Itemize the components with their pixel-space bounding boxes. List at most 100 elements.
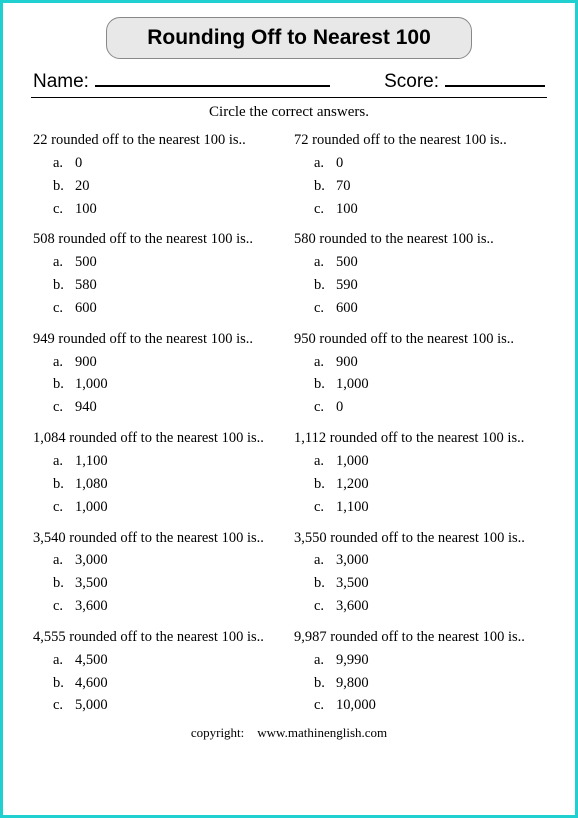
option-c[interactable]: c.940 (53, 398, 286, 417)
option-b[interactable]: b.9,800 (314, 674, 547, 693)
option-c[interactable]: c.3,600 (53, 597, 286, 616)
option-letter: c. (53, 597, 75, 616)
question-text: 22 rounded off to the nearest 100 is.. (31, 131, 286, 150)
option-letter: c. (314, 498, 336, 517)
option-value: 70 (336, 178, 351, 194)
option-a[interactable]: a.9,990 (314, 651, 547, 670)
option-value: 1,100 (336, 499, 369, 515)
option-letter: b. (314, 177, 336, 196)
copyright-label: copyright: (191, 725, 244, 740)
question-6: 950 rounded off to the nearest 100 is.. … (292, 330, 547, 421)
option-c[interactable]: c.3,600 (314, 597, 547, 616)
option-value: 1,000 (336, 376, 369, 392)
option-letter: c. (53, 200, 75, 219)
question-text: 580 rounded to the nearest 100 is.. (292, 230, 547, 249)
option-b[interactable]: b.580 (53, 276, 286, 295)
question-text: 1,084 rounded off to the nearest 100 is.… (31, 429, 286, 448)
option-b[interactable]: b.3,500 (314, 574, 547, 593)
option-letter: a. (53, 353, 75, 372)
question-options: a.0 b.20 c.100 (31, 154, 286, 219)
question-text: 72 rounded off to the nearest 100 is.. (292, 131, 547, 150)
option-a[interactable]: a.4,500 (53, 651, 286, 670)
option-letter: c. (314, 398, 336, 417)
option-letter: c. (314, 597, 336, 616)
worksheet-title: Rounding Off to Nearest 100 (147, 26, 431, 50)
question-8: 1,112 rounded off to the nearest 100 is.… (292, 429, 547, 520)
option-c[interactable]: c.600 (53, 299, 286, 318)
option-c[interactable]: c.100 (314, 200, 547, 219)
option-letter: b. (53, 177, 75, 196)
option-a[interactable]: a.3,000 (53, 551, 286, 570)
copyright-site: www.mathinenglish.com (257, 725, 387, 740)
option-b[interactable]: b.1,000 (53, 375, 286, 394)
option-value: 0 (75, 155, 82, 171)
option-c[interactable]: c.0 (314, 398, 547, 417)
option-value: 100 (75, 201, 97, 217)
option-value: 3,000 (336, 552, 369, 568)
option-c[interactable]: c.1,000 (53, 498, 286, 517)
option-b[interactable]: b.4,600 (53, 674, 286, 693)
question-2: 72 rounded off to the nearest 100 is.. a… (292, 131, 547, 222)
question-11: 4,555 rounded off to the nearest 100 is.… (31, 628, 286, 719)
divider (31, 97, 547, 98)
option-letter: b. (53, 375, 75, 394)
option-letter: a. (53, 452, 75, 471)
option-a[interactable]: a.900 (53, 353, 286, 372)
option-c[interactable]: c.1,100 (314, 498, 547, 517)
option-b[interactable]: b.70 (314, 177, 547, 196)
option-value: 600 (336, 300, 358, 316)
option-a[interactable]: a.0 (314, 154, 547, 173)
option-a[interactable]: a.1,000 (314, 452, 547, 471)
option-value: 3,600 (75, 598, 108, 614)
option-value: 4,500 (75, 652, 108, 668)
option-a[interactable]: a.3,000 (314, 551, 547, 570)
copyright: copyright: www.mathinenglish.com (31, 725, 547, 741)
option-a[interactable]: a.500 (53, 253, 286, 272)
name-label: Name: (33, 71, 89, 93)
option-value: 580 (75, 277, 97, 293)
question-text: 3,540 rounded off to the nearest 100 is.… (31, 529, 286, 548)
option-value: 1,200 (336, 476, 369, 492)
option-a[interactable]: a.500 (314, 253, 547, 272)
question-text: 949 rounded off to the nearest 100 is.. (31, 330, 286, 349)
option-c[interactable]: c.600 (314, 299, 547, 318)
option-value: 20 (75, 178, 90, 194)
option-a[interactable]: a.0 (53, 154, 286, 173)
option-b[interactable]: b.20 (53, 177, 286, 196)
option-c[interactable]: c.100 (53, 200, 286, 219)
score-blank[interactable] (445, 85, 545, 87)
question-10: 3,550 rounded off to the nearest 100 is.… (292, 529, 547, 620)
option-c[interactable]: c.5,000 (53, 696, 286, 715)
option-letter: b. (314, 475, 336, 494)
name-blank[interactable] (95, 85, 330, 87)
question-text: 508 rounded off to the nearest 100 is.. (31, 230, 286, 249)
question-3: 508 rounded off to the nearest 100 is.. … (31, 230, 286, 321)
question-options: a.1,000 b.1,200 c.1,100 (292, 452, 547, 517)
option-b[interactable]: b.1,080 (53, 475, 286, 494)
option-letter: a. (53, 551, 75, 570)
option-b[interactable]: b.590 (314, 276, 547, 295)
question-options: a.3,000 b.3,500 c.3,600 (292, 551, 547, 616)
question-1: 22 rounded off to the nearest 100 is.. a… (31, 131, 286, 222)
option-letter: b. (53, 574, 75, 593)
question-7: 1,084 rounded off to the nearest 100 is.… (31, 429, 286, 520)
option-letter: a. (53, 651, 75, 670)
question-4: 580 rounded to the nearest 100 is.. a.50… (292, 230, 547, 321)
option-c[interactable]: c.10,000 (314, 696, 547, 715)
option-b[interactable]: b.3,500 (53, 574, 286, 593)
option-b[interactable]: b.1,200 (314, 475, 547, 494)
option-value: 600 (75, 300, 97, 316)
question-options: a.9,990 b.9,800 c.10,000 (292, 651, 547, 716)
option-value: 9,800 (336, 675, 369, 691)
option-b[interactable]: b.1,000 (314, 375, 547, 394)
question-options: a.0 b.70 c.100 (292, 154, 547, 219)
option-value: 1,000 (75, 499, 108, 515)
question-5: 949 rounded off to the nearest 100 is.. … (31, 330, 286, 421)
option-a[interactable]: a.900 (314, 353, 547, 372)
option-letter: a. (314, 551, 336, 570)
option-value: 1,000 (336, 453, 369, 469)
option-a[interactable]: a.1,100 (53, 452, 286, 471)
option-letter: a. (314, 253, 336, 272)
option-value: 900 (75, 354, 97, 370)
option-value: 3,500 (336, 575, 369, 591)
